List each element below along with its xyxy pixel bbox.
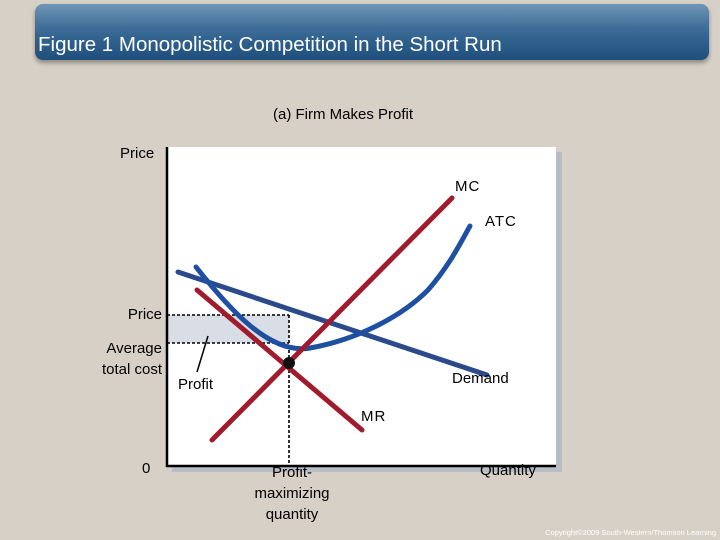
quantity-label-line3: quantity [265, 506, 319, 523]
y-axis-label: Price [120, 145, 155, 162]
origin-label: 0 [142, 460, 151, 477]
quantity-label-line2: maximizing [254, 485, 330, 502]
title-bar [35, 4, 709, 60]
mc-mr-intersection-point [283, 357, 295, 369]
atc-curve-label: ATC [485, 213, 517, 230]
mr-curve-label: MR [361, 408, 387, 425]
atc-curve [193, 223, 473, 352]
slide-title: Figure 1 Monopolistic Competition in the… [38, 33, 502, 56]
mr-curve [194, 287, 365, 433]
copyright-notice: Copyright©2009 South-Western/Thomson Lea… [545, 528, 716, 537]
average-total-cost-label-line1: Average [106, 340, 162, 357]
average-total-cost-label-line2: total cost [101, 361, 162, 378]
demand-curve-label: Demand [452, 370, 509, 387]
average-total-cost-label: Average total cost [85, 338, 162, 380]
profit-maximizing-quantity-label: Profit- maximizing quantity [232, 462, 352, 525]
demand-curve [175, 269, 490, 378]
mc-curve-label: MC [455, 178, 481, 195]
profit-label: Profit [178, 376, 214, 393]
price-level-label: Price [127, 306, 162, 323]
panel-title: (a) Firm Makes Profit [273, 106, 414, 123]
mc-curve [209, 195, 455, 443]
x-axis-label: Quantity [480, 462, 536, 479]
profit-pointer-line [196, 335, 209, 373]
quantity-label-line1: Profit- [271, 464, 312, 481]
